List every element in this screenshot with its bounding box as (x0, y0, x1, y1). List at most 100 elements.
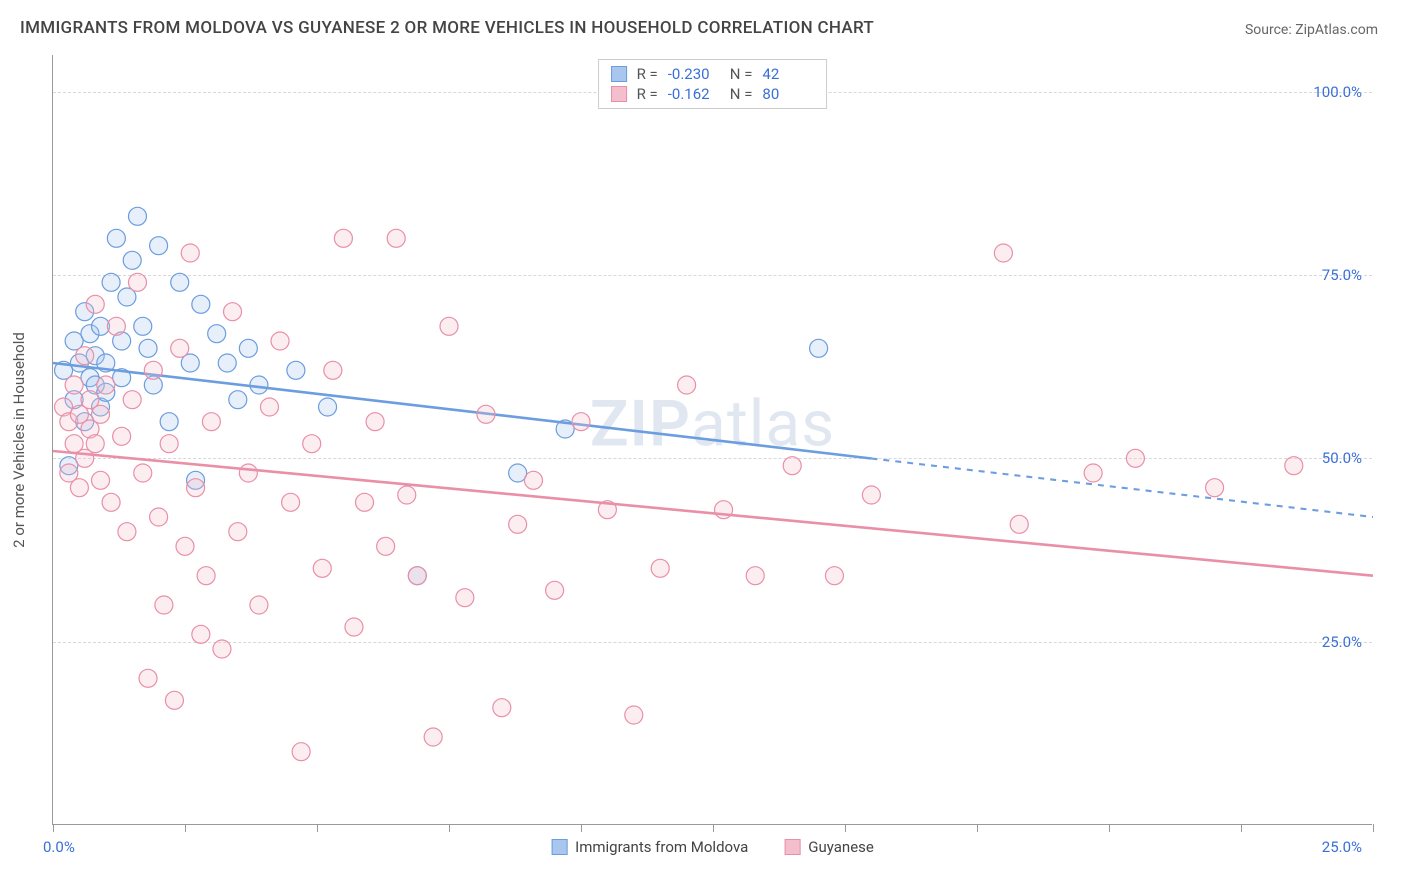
point-guyanese (76, 347, 94, 365)
point-moldova (139, 339, 157, 357)
point-moldova (171, 273, 189, 291)
x-tick (1109, 824, 1110, 832)
point-guyanese (1285, 457, 1303, 475)
point-guyanese (229, 523, 247, 541)
x-tick (53, 824, 54, 832)
x-tick (1241, 824, 1242, 832)
point-guyanese (134, 464, 152, 482)
point-guyanese (92, 405, 110, 423)
x-tick (845, 824, 846, 832)
point-guyanese (524, 471, 542, 489)
point-guyanese (128, 273, 146, 291)
point-guyanese (398, 486, 416, 504)
point-guyanese (282, 493, 300, 511)
point-moldova (107, 229, 125, 247)
point-guyanese (202, 413, 220, 431)
point-guyanese (1206, 479, 1224, 497)
legend-item-moldova: Immigrants from Moldova (551, 838, 748, 856)
point-guyanese (107, 317, 125, 335)
point-guyanese (493, 699, 511, 717)
x-tick (185, 824, 186, 832)
point-guyanese (155, 596, 173, 614)
point-guyanese (213, 640, 231, 658)
point-guyanese (387, 229, 405, 247)
legend-swatch-guyanese (784, 839, 800, 855)
point-moldova (134, 317, 152, 335)
point-guyanese (292, 743, 310, 761)
point-moldova (192, 295, 210, 313)
point-guyanese (1084, 464, 1102, 482)
point-guyanese (334, 229, 352, 247)
point-guyanese (271, 332, 289, 350)
point-guyanese (1010, 515, 1028, 533)
swatch-moldova (611, 66, 627, 82)
point-guyanese (1126, 449, 1144, 467)
source-attribution: Source: ZipAtlas.com (1245, 22, 1378, 38)
point-guyanese (356, 493, 374, 511)
point-moldova (229, 391, 247, 409)
legend-label: Immigrants from Moldova (575, 838, 748, 856)
x-axis-min-label: 0.0% (43, 838, 75, 856)
point-guyanese (144, 361, 162, 379)
point-guyanese (224, 303, 242, 321)
point-guyanese (139, 669, 157, 687)
point-moldova (218, 354, 236, 372)
stat-r-label: R = (637, 65, 658, 83)
point-guyanese (377, 537, 395, 555)
point-guyanese (625, 706, 643, 724)
legend-swatch-moldova (551, 839, 567, 855)
x-tick (977, 824, 978, 832)
point-guyanese (97, 376, 115, 394)
stat-n-value: 80 (762, 85, 814, 103)
point-guyanese (150, 508, 168, 526)
x-tick (1373, 824, 1374, 832)
point-guyanese (825, 567, 843, 585)
point-guyanese (176, 537, 194, 555)
x-tick (317, 824, 318, 832)
point-guyanese (862, 486, 880, 504)
point-guyanese (113, 427, 131, 445)
stat-n-label: N = (730, 65, 753, 83)
legend-label: Guyanese (808, 838, 874, 856)
stats-legend: R =-0.230N =42R =-0.162N =80 (598, 59, 828, 109)
point-guyanese (86, 295, 104, 313)
point-moldova (102, 273, 120, 291)
point-guyanese (424, 728, 442, 746)
stat-n-value: 42 (762, 65, 814, 83)
point-guyanese (160, 435, 178, 453)
point-moldova (160, 413, 178, 431)
trend-guyanese (53, 451, 1373, 576)
point-guyanese (118, 523, 136, 541)
x-tick (713, 824, 714, 832)
x-tick (581, 824, 582, 832)
point-guyanese (477, 405, 495, 423)
point-guyanese (260, 398, 278, 416)
point-guyanese (783, 457, 801, 475)
scatter-svg (53, 55, 1372, 824)
point-guyanese (123, 391, 141, 409)
stat-n-label: N = (730, 85, 753, 103)
point-guyanese (678, 376, 696, 394)
point-moldova (239, 339, 257, 357)
point-guyanese (102, 493, 120, 511)
stat-r-label: R = (637, 85, 658, 103)
point-guyanese (86, 435, 104, 453)
x-axis-max-label: 25.0% (1322, 838, 1362, 856)
point-guyanese (165, 691, 183, 709)
point-guyanese (509, 515, 527, 533)
point-guyanese (171, 339, 189, 357)
point-guyanese (187, 479, 205, 497)
point-guyanese (70, 479, 88, 497)
series-legend: Immigrants from Moldova Guyanese (551, 838, 874, 856)
point-moldova (810, 339, 828, 357)
stats-row-moldova: R =-0.230N =42 (611, 64, 815, 84)
plot-area: 2 or more Vehicles in Household ZIPatlas… (52, 55, 1372, 825)
point-guyanese (197, 567, 215, 585)
point-guyanese (181, 244, 199, 262)
point-guyanese (65, 376, 83, 394)
point-guyanese (366, 413, 384, 431)
point-guyanese (456, 589, 474, 607)
point-guyanese (746, 567, 764, 585)
point-moldova (287, 361, 305, 379)
point-guyanese (192, 625, 210, 643)
